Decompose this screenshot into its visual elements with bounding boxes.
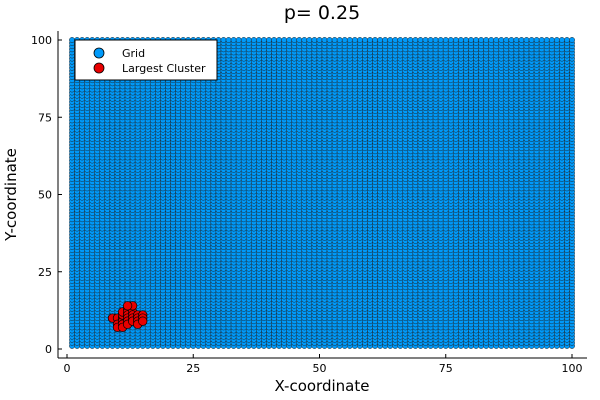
chart-title: p= 0.25 — [284, 2, 360, 24]
